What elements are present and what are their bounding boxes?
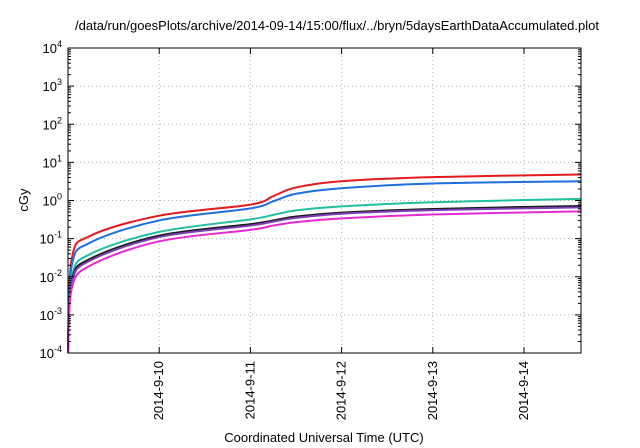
y-tick-label: 101 [43, 153, 62, 170]
y-axis-label: cGy [16, 188, 31, 212]
series-lines [67, 173, 582, 354]
y-tick-label: 102 [43, 115, 62, 132]
series-line-1 [67, 173, 582, 354]
series-line-5 [67, 206, 582, 354]
x-tick-label: 2014-9-10 [151, 361, 166, 420]
chart-title: /data/run/goesPlots/archive/2014-09-14/1… [75, 18, 599, 33]
y-tick-label: 100 [43, 192, 62, 209]
x-axis-ticks: 2014-9-10 2014-9-11 2014-9-12 2014-9-13 2014… [151, 48, 531, 420]
y-tick-label: 10-1 [40, 230, 62, 247]
x-tick-label: 2014-9-11 [242, 361, 257, 419]
y-axis-ticks: 104 103 102 101 100 10-1 10-2 10-3 10-4 [40, 39, 581, 361]
y-tick-label: 103 [43, 77, 62, 94]
x-tick-label: 2014-9-12 [334, 361, 349, 420]
y-tick-label: 10-2 [40, 268, 62, 285]
series-line-4 [67, 204, 582, 354]
x-tick-label: 2014-9-14 [516, 361, 531, 420]
series-line-6 [67, 210, 582, 354]
y-tick-label: 104 [43, 39, 62, 56]
x-axis-label: Coordinated Universal Time (UTC) [224, 430, 423, 445]
series-line-2 [67, 180, 582, 354]
x-tick-label: 2014-9-13 [425, 361, 440, 420]
y-tick-label: 10-3 [40, 306, 62, 323]
y-tick-label: 10-4 [40, 344, 62, 361]
series-line-3 [67, 197, 582, 354]
